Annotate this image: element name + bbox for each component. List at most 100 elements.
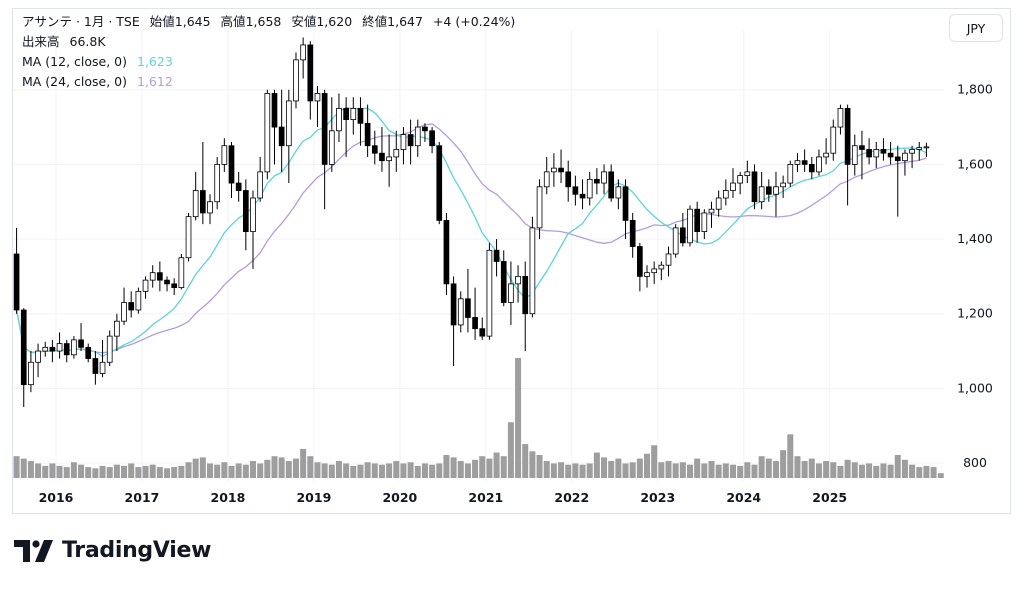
candle[interactable] [730, 168, 736, 198]
candle[interactable] [737, 171, 743, 195]
candle[interactable] [565, 160, 572, 202]
candle[interactable] [35, 343, 41, 378]
candle[interactable] [214, 156, 221, 210]
candle[interactable] [221, 138, 228, 172]
ma-24-legend[interactable]: MA (24, close, 0) 1,612 [22, 74, 179, 90]
candle[interactable] [465, 268, 471, 333]
candle[interactable] [429, 127, 435, 154]
candle[interactable] [780, 175, 786, 198]
candle[interactable] [207, 194, 213, 225]
candle[interactable] [801, 149, 808, 172]
candle[interactable] [250, 190, 256, 269]
candlesticks[interactable] [13, 37, 930, 408]
candle[interactable] [242, 179, 249, 251]
candle[interactable] [56, 332, 63, 359]
candle[interactable] [923, 142, 930, 157]
candle[interactable] [357, 97, 364, 146]
candle[interactable] [157, 261, 163, 292]
candle[interactable] [78, 323, 84, 352]
candle[interactable] [894, 145, 901, 217]
candle[interactable] [722, 179, 729, 206]
candle[interactable] [149, 265, 156, 288]
candle[interactable] [407, 119, 414, 165]
candle[interactable] [422, 123, 428, 142]
candle[interactable] [859, 130, 865, 180]
candle[interactable] [85, 343, 92, 363]
candle[interactable] [63, 339, 70, 363]
candle[interactable] [185, 212, 192, 262]
candle[interactable] [386, 134, 392, 187]
candle[interactable] [708, 201, 715, 228]
candle[interactable] [572, 175, 579, 206]
candle[interactable] [522, 261, 529, 352]
candle[interactable] [816, 149, 822, 176]
candle[interactable] [350, 97, 357, 135]
candle[interactable] [121, 287, 127, 325]
candle[interactable] [644, 265, 650, 288]
candle[interactable] [765, 179, 772, 202]
candle[interactable] [436, 142, 443, 225]
candle[interactable] [192, 171, 199, 221]
candle[interactable] [164, 276, 170, 292]
candle[interactable] [694, 201, 701, 243]
candle[interactable] [49, 339, 56, 363]
candle[interactable] [307, 41, 314, 120]
candle[interactable] [515, 265, 521, 303]
candle[interactable] [472, 287, 478, 340]
candle[interactable] [823, 138, 829, 165]
candle[interactable] [142, 276, 149, 299]
candle[interactable] [400, 127, 407, 165]
candle[interactable] [579, 179, 586, 210]
currency-button[interactable]: JPY [949, 14, 1003, 42]
candle[interactable] [500, 250, 507, 307]
candle[interactable] [99, 339, 106, 378]
candle[interactable] [414, 119, 421, 157]
candle[interactable] [364, 104, 371, 157]
candle[interactable] [651, 261, 658, 284]
candle[interactable] [680, 212, 686, 247]
candle[interactable] [235, 171, 242, 202]
candle[interactable] [794, 153, 801, 172]
candle[interactable] [379, 127, 385, 172]
candle[interactable] [586, 171, 593, 206]
candle[interactable] [285, 89, 292, 184]
candle[interactable] [880, 138, 887, 161]
candle[interactable] [744, 160, 751, 184]
candle[interactable] [665, 246, 672, 277]
candle[interactable] [672, 224, 679, 258]
candle[interactable] [830, 119, 837, 161]
candle[interactable] [450, 276, 457, 366]
candle[interactable] [228, 142, 235, 198]
candle[interactable] [28, 351, 34, 393]
candle[interactable] [851, 134, 858, 176]
candle[interactable] [758, 171, 765, 210]
candle[interactable] [629, 212, 636, 258]
candle[interactable] [601, 164, 607, 195]
candle[interactable] [135, 287, 142, 314]
candle[interactable] [343, 97, 349, 157]
candle[interactable] [808, 156, 815, 180]
candle[interactable] [336, 93, 342, 142]
candle[interactable] [551, 153, 557, 187]
ma-12-legend[interactable]: MA (12, close, 0) 1,623 [22, 54, 179, 70]
candle[interactable] [393, 130, 400, 172]
candle[interactable] [264, 89, 271, 180]
candle[interactable] [608, 164, 615, 202]
candle[interactable] [271, 89, 278, 165]
candle[interactable] [866, 138, 872, 165]
candle[interactable] [328, 97, 335, 172]
candle[interactable] [543, 156, 550, 195]
candle[interactable] [536, 179, 543, 240]
candle[interactable] [837, 104, 844, 135]
candle[interactable] [71, 336, 77, 359]
price-axis[interactable]: 800 1,000 1,200 1,400 1,600 1,800 [957, 82, 993, 470]
candle[interactable] [13, 227, 20, 314]
candle[interactable] [873, 142, 880, 169]
candle[interactable] [314, 86, 321, 128]
candle[interactable] [687, 205, 693, 247]
candle[interactable] [844, 104, 851, 206]
candle[interactable] [257, 156, 263, 202]
candle[interactable] [371, 130, 378, 165]
candle[interactable] [508, 261, 514, 325]
